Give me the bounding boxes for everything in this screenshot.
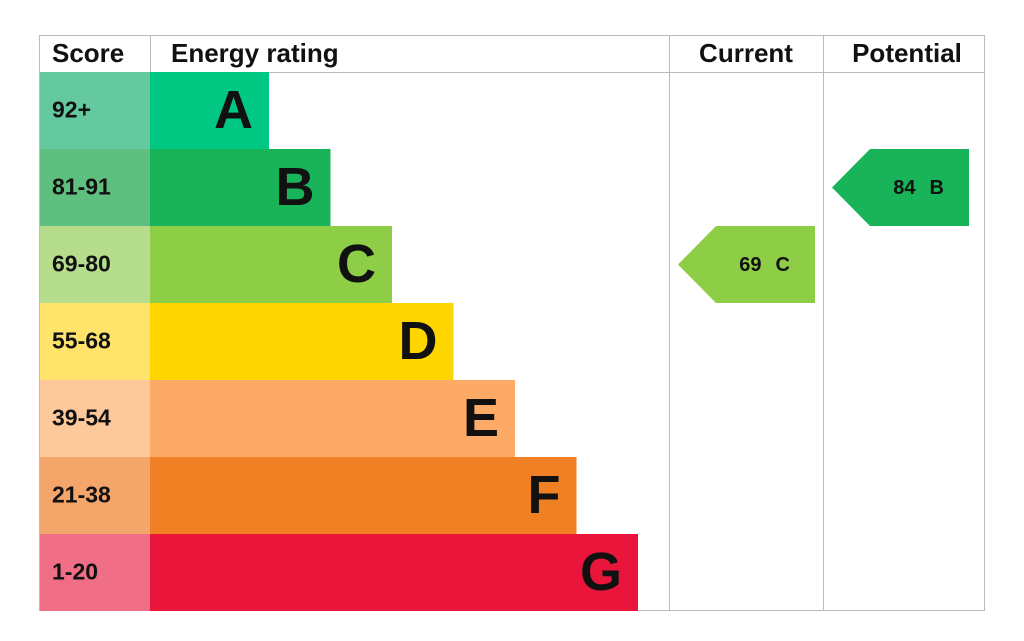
rating-letter: C [776, 254, 790, 276]
band-letter: C [337, 234, 376, 294]
header: Energy rating [171, 38, 339, 68]
score-cell [40, 303, 150, 380]
band-letter: B [276, 157, 315, 217]
band-letter: A [214, 80, 253, 140]
score-cell [40, 226, 150, 303]
band-letter: E [463, 388, 499, 448]
rating-arrow [832, 149, 969, 226]
rating-arrow [678, 226, 815, 303]
band-bar [150, 380, 515, 457]
score-cell [40, 149, 150, 226]
score-label: 39-54 [52, 405, 111, 431]
rating-letter: B [930, 177, 944, 199]
header: Score [52, 38, 124, 68]
header: Potential [852, 38, 962, 68]
score-label: 1-20 [52, 559, 98, 585]
band-bar [150, 226, 392, 303]
score-label: 81-91 [52, 174, 111, 200]
score-cell [40, 457, 150, 534]
score-label: 92+ [52, 97, 91, 123]
band-bar [150, 72, 269, 149]
band-bar [150, 303, 454, 380]
score-cell [40, 534, 150, 611]
rating-value: 84 [893, 177, 916, 199]
score-cell [40, 380, 150, 457]
band-letter: G [580, 542, 622, 602]
score-cell [40, 72, 150, 149]
score-label: 55-68 [52, 328, 111, 354]
score-label: 21-38 [52, 482, 111, 508]
rating-value: 69 [739, 254, 761, 276]
band-bar [150, 534, 638, 611]
header: Current [699, 38, 793, 68]
band-bar [150, 457, 577, 534]
band-letter: D [399, 311, 438, 371]
score-label: 69-80 [52, 251, 111, 277]
band-bar [150, 149, 331, 226]
band-letter: F [528, 465, 561, 525]
